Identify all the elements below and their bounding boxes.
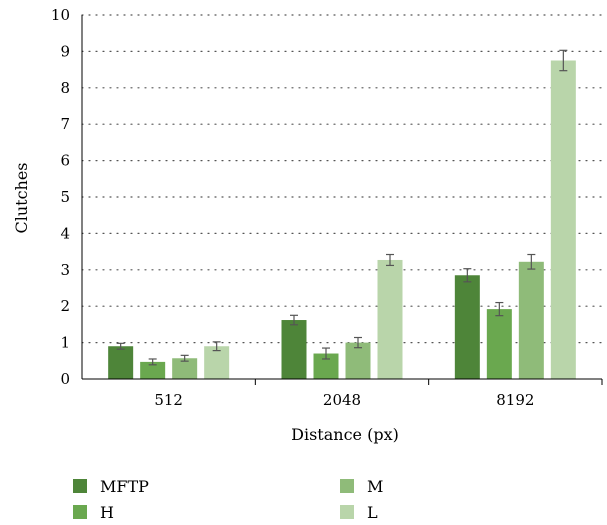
y-tick-label: 7 <box>60 115 70 133</box>
y-axis: 0 1 2 3 4 5 6 7 8 9 10 <box>51 6 83 388</box>
error-bar <box>290 314 298 326</box>
error-bar <box>322 347 330 360</box>
legend-swatch <box>340 505 354 519</box>
x-tick-label: 8192 <box>496 391 534 409</box>
y-tick-label: 1 <box>60 334 70 352</box>
legend-item-mftp: MFTP <box>73 477 149 496</box>
error-bar <box>148 358 157 366</box>
legend-item-h: H <box>73 503 114 522</box>
bar-h-8192 <box>486 309 512 379</box>
bar-l-8192 <box>550 60 576 379</box>
x-tick-label: 512 <box>154 391 183 409</box>
x-tick-label: 2048 <box>323 391 361 409</box>
x-axis: 512 2048 8192 <box>82 378 603 409</box>
y-tick-label: 2 <box>60 297 70 315</box>
legend: MFTP H ML <box>73 477 383 522</box>
legend-swatch <box>73 505 87 519</box>
y-tick-label: 10 <box>51 6 70 24</box>
bar-mftp-2048 <box>281 320 307 379</box>
x-axis-title: Distance (px) <box>291 425 399 444</box>
bar-l-2048 <box>377 259 403 379</box>
legend-label: H <box>100 503 114 522</box>
bar-m-2048 <box>345 342 371 379</box>
bar-m-8192 <box>518 261 544 379</box>
error-bar <box>116 342 125 350</box>
y-tick-label: 9 <box>60 42 70 60</box>
error-bar <box>527 253 536 270</box>
bar-mftp-8192 <box>454 275 480 379</box>
legend-label: M <box>367 477 383 496</box>
legend-swatch <box>340 479 354 493</box>
y-tick-label: 8 <box>60 79 70 97</box>
legend-label: MFTP <box>100 477 149 496</box>
bar-l-512 <box>204 346 230 379</box>
bars <box>108 49 576 379</box>
error-bar <box>212 341 221 352</box>
error-bar <box>354 336 362 349</box>
legend-item-l: L <box>340 503 378 522</box>
legend-label: L <box>367 503 378 522</box>
y-tick-label: 6 <box>60 152 70 170</box>
y-tick-label: 4 <box>60 224 70 242</box>
error-bar <box>180 354 189 362</box>
grid-lines <box>81 14 603 344</box>
bar-m-512 <box>172 358 198 379</box>
y-axis-title: Clutches <box>12 162 31 233</box>
legend-swatch <box>73 479 87 493</box>
bar-h-512 <box>140 361 166 379</box>
error-bar <box>559 49 568 72</box>
error-bar <box>386 253 394 267</box>
legend-item-m: M <box>340 477 383 496</box>
error-bar <box>463 268 472 283</box>
error-bar <box>495 301 504 317</box>
y-tick-label: 5 <box>60 188 70 206</box>
bar-mftp-512 <box>108 346 134 379</box>
y-tick-label: 3 <box>60 261 70 279</box>
y-tick-label: 0 <box>60 370 70 388</box>
